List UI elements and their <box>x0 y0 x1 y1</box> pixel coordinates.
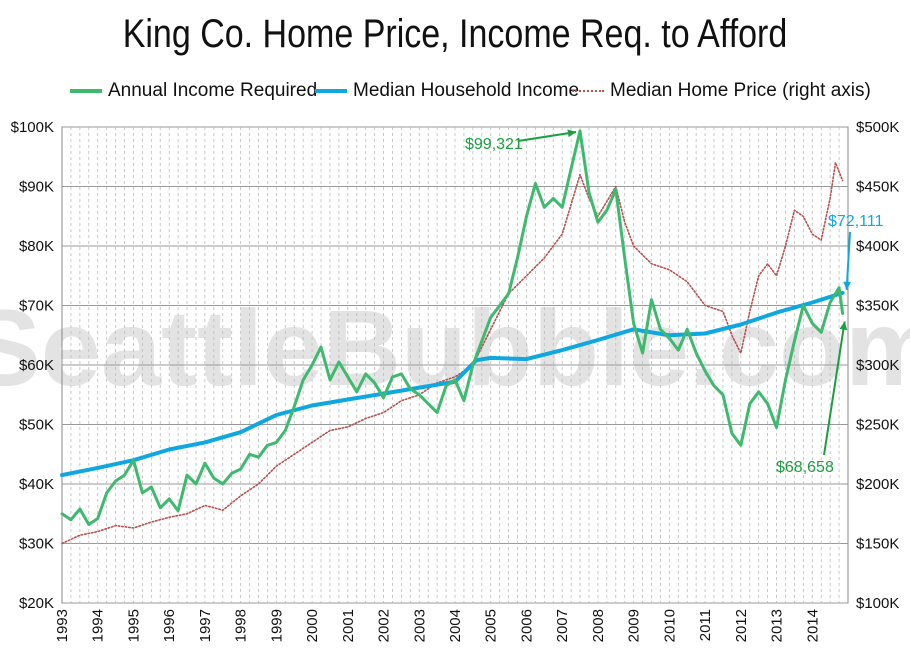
annotation-peak-arrow <box>517 129 577 142</box>
annotation-required-arrow-head <box>839 321 848 331</box>
x-tick-label: 2003 <box>411 609 428 642</box>
legend-swatch-income-required <box>70 89 102 93</box>
x-tick-label: 1994 <box>90 609 107 642</box>
x-tick-label: 2010 <box>661 609 678 642</box>
y-left-tick-label: $40K <box>19 476 54 493</box>
legend: Annual Income Required Median Household … <box>70 78 871 104</box>
x-tick-label: 1995 <box>125 609 142 642</box>
legend-label-home-price: Median Home Price (right axis) <box>610 80 871 101</box>
x-tick-label: 2011 <box>697 609 714 641</box>
y-right-tick-label: $100K <box>856 595 899 612</box>
x-tick-label: 2013 <box>769 609 786 642</box>
y-right-tick-label: $350K <box>856 298 899 315</box>
y-left-tick-label: $30K <box>19 536 54 553</box>
y-left-tick-label: $90K <box>19 179 54 196</box>
series-median-income-line <box>60 290 845 478</box>
legend-label-median-income: Median Household Income <box>353 80 580 101</box>
x-tick-label: 2005 <box>483 609 500 642</box>
x-tick-label: 1993 <box>54 609 71 642</box>
legend-item-income-required: Annual Income Required <box>70 78 317 104</box>
y-left-tick-label: $100K <box>11 119 54 136</box>
annotation-required-arrow <box>823 321 848 456</box>
chart-title: King Co. Home Price, Income Req. to Affo… <box>122 12 788 56</box>
x-tick-label: 1996 <box>161 609 178 642</box>
y-right-tick-label: $200K <box>856 476 899 493</box>
y-right-tick-label: $300K <box>856 357 899 374</box>
annotation-peak-label: $99,321 <box>465 136 523 153</box>
legend-label-income-required: Annual Income Required <box>108 80 318 101</box>
x-tick-label: 2007 <box>554 609 571 642</box>
x-tick-label: 2012 <box>733 609 750 642</box>
x-tick-label: 2002 <box>376 609 393 642</box>
annotation-income-label: $72,111 <box>828 213 884 230</box>
y-right-tick-label: $150K <box>856 536 899 553</box>
x-tick-label: 2008 <box>590 609 607 642</box>
annotation-required-label: $68,658 <box>776 459 834 476</box>
y-left-tick-label: $60K <box>19 357 54 374</box>
x-tick-label: 2014 <box>804 609 821 642</box>
series-income-required-line <box>60 129 845 526</box>
x-tick-label: 2009 <box>626 609 643 642</box>
annotation-income-arrow-shaft <box>845 231 851 290</box>
annotation-peak-arrow-head <box>567 129 577 138</box>
x-tick-label: 2004 <box>447 609 464 642</box>
legend-item-median-income: Median Household Income <box>315 78 579 104</box>
annotation-income-arrow-head <box>843 281 852 290</box>
annotation-income-arrow <box>843 231 852 290</box>
y-right-tick-label: $400K <box>856 238 899 255</box>
x-tick-label: 2001 <box>340 609 357 642</box>
legend-swatch-median-income <box>315 89 347 93</box>
legend-item-home-price: Median Home Price (right axis) <box>572 78 871 104</box>
y-left-tick-label: $80K <box>19 238 54 255</box>
x-tick-label: 1999 <box>268 609 285 642</box>
annotation-required-arrow-shaft <box>823 321 846 456</box>
x-tick-label: 2006 <box>518 609 535 642</box>
annotation-peak-arrow-shaft <box>517 131 577 142</box>
y-left-tick-label: $20K <box>19 595 54 612</box>
x-tick-label: 1998 <box>233 609 250 642</box>
legend-swatch-home-price <box>572 90 604 92</box>
y-left-tick-label: $70K <box>19 298 54 315</box>
y-right-tick-label: $450K <box>856 179 899 196</box>
y-right-tick-label: $500K <box>856 119 899 136</box>
y-right-tick-label: $250K <box>856 417 899 434</box>
x-tick-label: 1997 <box>197 609 214 642</box>
x-tick-label: 2000 <box>304 609 321 642</box>
y-left-tick-label: $50K <box>19 417 54 434</box>
series-home-price-line <box>61 161 844 545</box>
